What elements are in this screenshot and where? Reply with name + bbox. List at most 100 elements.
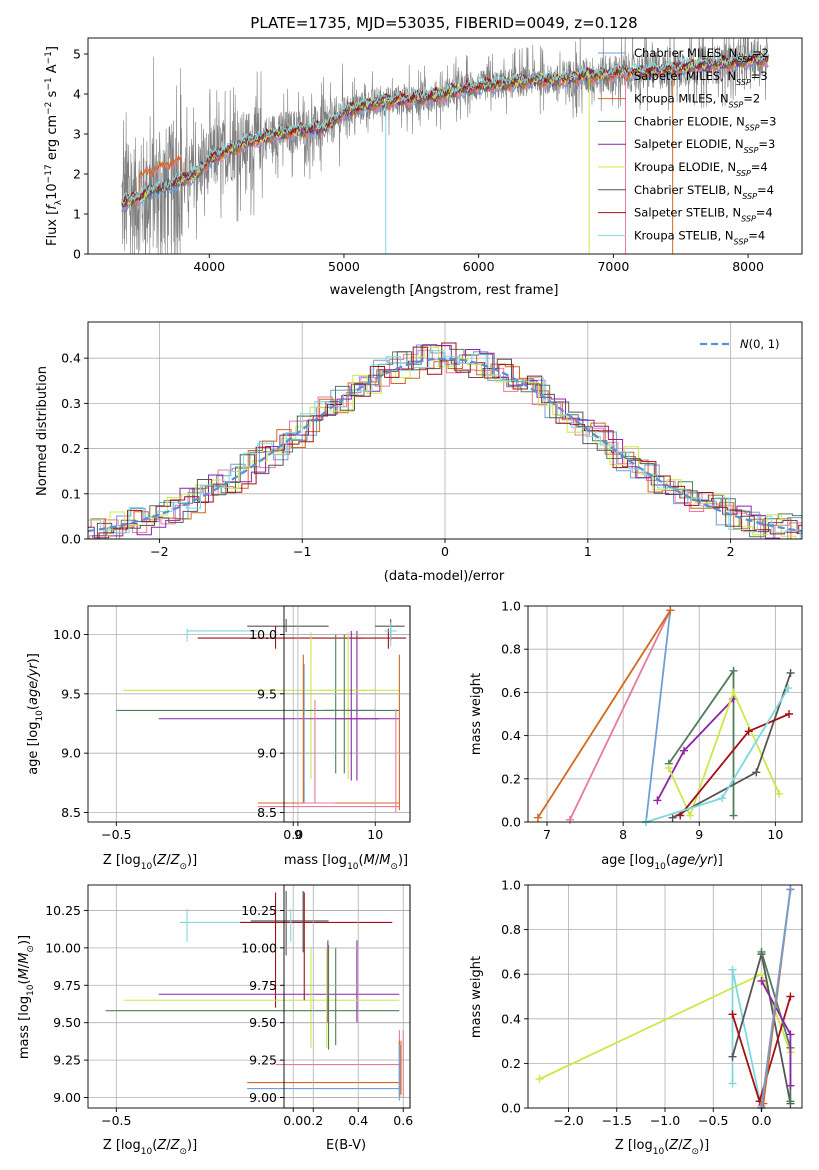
weight_vs_age-xtick-label: 8 bbox=[619, 827, 627, 842]
legend-entry-chabrier_stelib: Chabrier STELIB, NSSP=4 bbox=[634, 183, 774, 201]
weight_vs_z-marker-kroupa_elodie bbox=[757, 970, 766, 979]
residual-hist-salpeter_miles bbox=[88, 349, 802, 539]
legend-entry-chabrier_miles: Chabrier MILES, NSSP=2 bbox=[634, 46, 769, 64]
weight_vs_z-marker-chabrier_elodie bbox=[757, 947, 766, 956]
weight_vs_z-xtick-label: 0.0 bbox=[752, 1113, 772, 1128]
mass_vs_ebv-ytick-label: 9.75 bbox=[249, 978, 277, 993]
age-z-xlabel: Z [log10(Z/Z⊙)] bbox=[103, 853, 197, 872]
age_vs_z-points bbox=[116, 619, 400, 813]
weight_vs_age-marker-salpeter_stelib bbox=[744, 727, 753, 736]
spectrum-xtick-label: 8000 bbox=[732, 259, 764, 274]
ticks-spectrum: 4000 5000 6000 7000 8000 0 1 2 3 4 5 bbox=[73, 37, 803, 274]
ticks-weight_vs_z: −2.0 −1.5 −1.0 −0.5 0.0 0.0 0.2 0.4 0.6 0.8 1.0 bbox=[501, 878, 803, 1128]
weight_vs_age-marker-kroupa_miles bbox=[533, 813, 542, 822]
weight_vs_age-ytick-label: 0.0 bbox=[501, 815, 521, 830]
weight_vs_z-marker-chabrier_elodie bbox=[786, 1097, 795, 1106]
axes-mass_vs_ebv bbox=[284, 885, 410, 1108]
ticks-age_vs_mass: 9 10 8.5 9.0 9.5 10.0 bbox=[249, 605, 411, 842]
weight_vs_z-marker-chabrier_miles bbox=[786, 885, 795, 894]
spectrum-plot bbox=[121, 38, 769, 254]
mass_vs_ebv-xtick-label: 0.6 bbox=[393, 1113, 413, 1128]
legend-entry-salpeter_miles: Salpeter MILES, NSSP=3 bbox=[634, 69, 768, 87]
legend-entry-kroupa_miles: Kroupa MILES, NSSP=2 bbox=[634, 92, 760, 110]
mass-ebv-xlabel: E(B-V) bbox=[326, 1138, 366, 1153]
weight_vs_age-xtick-label: 10 bbox=[767, 827, 783, 842]
figure-title: PLATE=1735, MJD=53035, FIBERID=0049, z=0… bbox=[250, 14, 637, 32]
residuals-ytick-label: 0.1 bbox=[61, 486, 81, 501]
mass_vs_ebv-ytick-label: 10.25 bbox=[241, 903, 277, 918]
weight_vs_age-marker-kroupa_stelib bbox=[718, 794, 727, 803]
weight_vs_age-marker-chabrier_elodie bbox=[729, 666, 738, 675]
residuals-xtick-label: −2 bbox=[150, 544, 168, 559]
weight_vs_age-series-kroupa_stelib bbox=[645, 687, 790, 823]
histogram-plot bbox=[88, 342, 802, 539]
axes-age_vs_mass bbox=[284, 606, 410, 822]
residual-hist-chabrier_elodie bbox=[88, 344, 802, 539]
weight_vs_age-frame bbox=[527, 605, 803, 823]
weight_vs_z-xtick-label: −2.0 bbox=[553, 1113, 583, 1128]
spectrum-ytick-label: 0 bbox=[73, 247, 81, 262]
weight_vs_z-ytick-label: 0.8 bbox=[501, 922, 521, 937]
residuals-xtick-label: −1 bbox=[293, 544, 311, 559]
age_vs_z-xtick-label: 0.0 bbox=[283, 827, 303, 842]
weight_vs_age-marker-kroupa_stelib bbox=[784, 684, 793, 693]
weight_vs_z-ytick-label: 0.4 bbox=[501, 1011, 521, 1026]
age-z-ylabel: age [log10(age/yr)] bbox=[26, 653, 45, 775]
weight_vs_z-marker-salpeter_elodie bbox=[786, 1081, 795, 1090]
weight_vs_age-marker-kroupa_elodie bbox=[775, 789, 784, 798]
weight_vs_age-marker-salpeter_stelib bbox=[785, 710, 794, 718]
axes-weight_vs_z bbox=[528, 884, 802, 1109]
weight_vs_age-marker-chabrier_stelib bbox=[786, 668, 795, 677]
weight_vs_z-marker-salpeter_stelib bbox=[728, 1010, 737, 1019]
weight_vs_z-series-chabrier_miles bbox=[760, 889, 792, 1109]
age_vs_mass-ytick-label: 8.5 bbox=[257, 805, 277, 820]
spectrum-ytick-label: 3 bbox=[73, 127, 81, 142]
mass_vs_z-ytick-label: 9.50 bbox=[53, 1015, 81, 1030]
residuals-ytick-label: 0.0 bbox=[61, 532, 81, 547]
residuals-ytick-label: 0.3 bbox=[61, 396, 81, 411]
weight_vs_age-marker-salpeter_stelib bbox=[676, 811, 685, 820]
weight_vs_age-ytick-label: 0.6 bbox=[501, 685, 521, 700]
residuals-xlabel: (data-model)/error bbox=[384, 569, 505, 584]
age_vs_z-ytick-label: 8.5 bbox=[61, 805, 81, 820]
age_vs_z-ytick-label: 9.5 bbox=[61, 686, 81, 701]
spectrum-ytick-label: 4 bbox=[73, 87, 81, 102]
legend-entry-kroupa_elodie: Kroupa ELODIE, NSSP=4 bbox=[634, 160, 768, 178]
weight_vs_z-xtick-label: −1.5 bbox=[602, 1113, 632, 1128]
legend-entry-chabrier_elodie: Chabrier ELODIE, NSSP=3 bbox=[634, 114, 776, 131]
weight_vs_age-marker-chabrier_stelib bbox=[752, 768, 761, 777]
weight_vs_age-series-salpeter_miles bbox=[569, 609, 672, 821]
weight-age-xlabel: age [log10(age/yr)] bbox=[601, 853, 723, 872]
age_vs_mass-points bbox=[295, 619, 407, 804]
mass_vs_z-xtick-label: −0.5 bbox=[101, 1113, 131, 1128]
ticks-mass_vs_z: −0.5 0.0 9.00 9.25 9.50 9.75 10.00 10.25 bbox=[45, 884, 411, 1128]
residual-hist-kroupa_miles bbox=[88, 354, 802, 539]
weight_vs_age-marker-kroupa_miles bbox=[666, 606, 675, 615]
residual-hist-salpeter_elodie bbox=[88, 344, 802, 539]
weight_vs_z-marker-kroupa_miles bbox=[759, 1099, 768, 1108]
ticks-age_vs_z: −0.5 0.0 8.5 9.0 9.5 10.0 bbox=[53, 605, 411, 842]
residual-hist-chabrier_stelib bbox=[88, 351, 802, 539]
weight_vs_age-lines bbox=[533, 606, 795, 826]
weight_vs_age-series-kroupa_miles bbox=[537, 609, 672, 819]
residuals-xtick-label: 1 bbox=[584, 544, 592, 559]
residual-hist-kroupa_stelib bbox=[88, 350, 802, 539]
residuals-xtick-label: 2 bbox=[727, 544, 735, 559]
spectrum-ylabel: Flux [fλ10−17 erg cm−2 s−1 A−1] bbox=[44, 46, 64, 246]
weight_vs_age-xtick-label: 9 bbox=[695, 827, 703, 842]
weight_vs_z-marker-salpeter_elodie bbox=[757, 976, 766, 985]
mass_vs_z-ytick-label: 10.25 bbox=[45, 903, 81, 918]
mass_vs_z-ytick-label: 9.25 bbox=[53, 1053, 81, 1068]
spectrum-xtick-label: 6000 bbox=[463, 259, 495, 274]
weight_vs_age-marker-chabrier_elodie bbox=[729, 811, 738, 820]
age_vs_mass-xtick-label: 10 bbox=[367, 827, 383, 842]
spectrum-xtick-label: 7000 bbox=[597, 259, 629, 274]
weight_vs_z-ytick-label: 1.0 bbox=[501, 878, 521, 893]
mass_vs_ebv-ytick-label: 9.25 bbox=[249, 1053, 277, 1068]
age_vs_z-xtick-label: −0.5 bbox=[101, 827, 131, 842]
weight_vs_age-xtick-label: 7 bbox=[543, 827, 551, 842]
weight_vs_z-ytick-label: 0.0 bbox=[501, 1101, 521, 1116]
spectrum-legend: Chabrier MILES, NSSP=2 Salpeter MILES, NS… bbox=[598, 46, 776, 246]
spectrum-xtick-label: 4000 bbox=[193, 259, 225, 274]
